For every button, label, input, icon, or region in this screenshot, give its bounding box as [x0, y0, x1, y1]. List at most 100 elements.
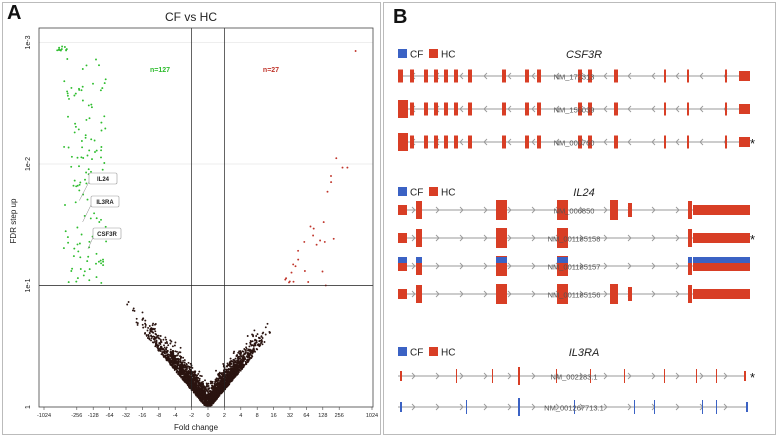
data-point	[76, 243, 79, 246]
exon	[688, 285, 692, 303]
exon	[424, 69, 428, 83]
x-tick-label: 1024	[366, 413, 378, 419]
callout-box	[92, 227, 122, 240]
data-point	[256, 343, 259, 346]
exon	[688, 201, 692, 219]
data-point	[332, 237, 335, 240]
data-point	[184, 365, 187, 367]
data-point	[192, 376, 195, 379]
data-point	[78, 165, 80, 168]
data-point	[178, 367, 181, 370]
exon	[416, 285, 422, 303]
data-point	[205, 384, 208, 387]
data-point	[251, 340, 254, 343]
data-point	[73, 247, 76, 250]
data-point	[155, 333, 158, 336]
direction-arrow	[723, 403, 728, 411]
data-point	[198, 370, 201, 373]
data-point	[141, 311, 144, 314]
exon	[557, 228, 568, 248]
data-point	[81, 146, 84, 149]
data-point	[160, 353, 163, 356]
direction-arrow	[507, 72, 512, 80]
data-point	[259, 342, 262, 345]
data-point	[70, 155, 73, 158]
data-point	[192, 379, 195, 382]
exon	[588, 69, 592, 83]
exon	[434, 69, 438, 83]
data-point	[70, 86, 73, 89]
data-point	[166, 342, 169, 345]
data-point	[236, 361, 239, 363]
data-point	[76, 184, 79, 187]
direction-arrow	[411, 234, 416, 242]
exon	[687, 135, 689, 149]
data-point	[249, 339, 252, 342]
data-point	[208, 403, 211, 406]
data-point	[236, 373, 239, 376]
data-point	[90, 138, 93, 141]
transcript-track: NM_172313	[398, 69, 750, 83]
data-point	[102, 260, 105, 263]
data-point	[201, 400, 204, 403]
direction-arrow	[555, 138, 560, 146]
exon	[578, 69, 582, 83]
direction-arrow	[675, 206, 680, 214]
direction-arrow	[459, 138, 464, 146]
data-point	[87, 255, 90, 258]
exon	[578, 135, 582, 149]
data-point	[74, 201, 77, 204]
data-point	[199, 395, 202, 398]
data-point	[104, 78, 107, 81]
direction-arrow	[675, 234, 680, 242]
gridlines	[39, 42, 373, 408]
data-point	[203, 387, 206, 390]
direction-arrow	[411, 372, 416, 380]
data-point	[246, 335, 249, 337]
direction-arrow	[531, 234, 536, 242]
data-point	[216, 386, 219, 389]
data-point	[105, 240, 108, 243]
direction-arrow	[675, 138, 680, 146]
data-point	[248, 345, 251, 348]
data-point	[194, 373, 196, 376]
exon	[434, 135, 438, 149]
data-point	[207, 404, 210, 407]
data-point	[184, 374, 187, 377]
data-point	[98, 221, 101, 223]
data-point	[155, 344, 157, 347]
x-tick-label: 128	[318, 413, 327, 419]
direction-arrow	[507, 234, 512, 242]
data-point	[86, 154, 89, 157]
legend-label-hc: HC	[441, 50, 455, 61]
exon	[410, 102, 414, 116]
threshold-lines	[39, 28, 373, 407]
data-point	[215, 369, 217, 372]
exon	[454, 135, 458, 149]
data-point	[164, 348, 167, 350]
data-point	[176, 354, 179, 357]
exon	[578, 102, 582, 116]
data-point	[220, 381, 223, 384]
data-point	[166, 349, 169, 352]
data-point	[309, 225, 312, 228]
data-point	[58, 48, 61, 51]
data-point	[163, 344, 165, 347]
data-point	[250, 344, 253, 347]
direction-arrow	[507, 206, 512, 214]
x-tick-label: -256	[71, 413, 82, 419]
direction-arrow	[411, 403, 416, 411]
data-point	[78, 88, 81, 91]
data-point	[213, 385, 216, 388]
exon	[424, 102, 428, 116]
direction-arrow	[483, 138, 488, 146]
data-point	[151, 324, 154, 327]
data-point	[181, 367, 184, 370]
data-point	[179, 355, 182, 358]
data-point	[239, 357, 242, 359]
direction-arrow	[459, 290, 464, 298]
direction-arrow	[483, 290, 488, 298]
data-point	[76, 277, 79, 280]
exon	[444, 102, 448, 116]
exon	[739, 137, 750, 147]
